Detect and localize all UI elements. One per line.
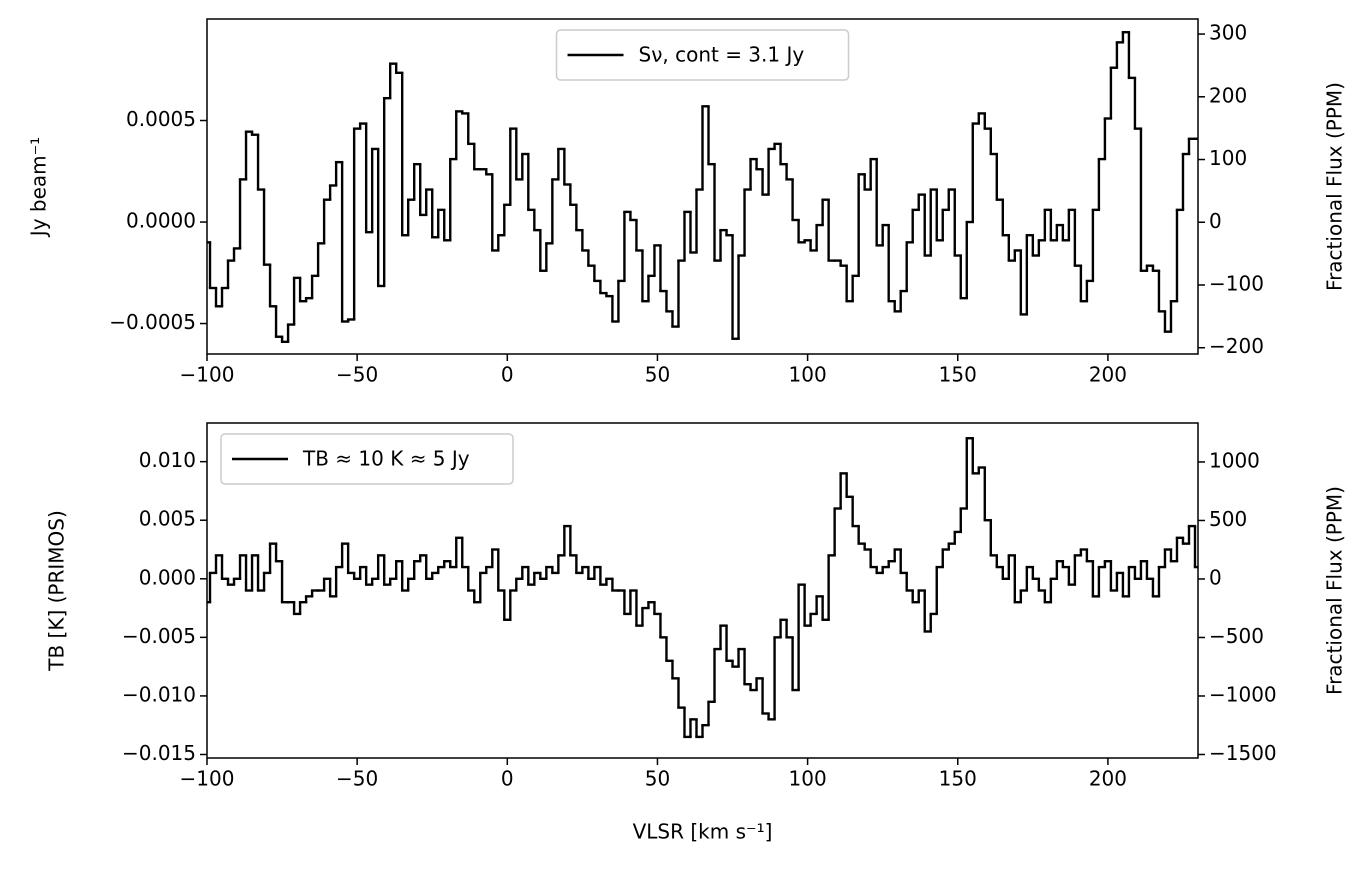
x-tick-label: −50 — [336, 767, 378, 791]
x-tick-label: 150 — [939, 767, 977, 791]
y2-tick-label: 100 — [1209, 146, 1247, 170]
axes-frame — [206, 18, 1199, 355]
y-tick-label: 0.005 — [139, 507, 196, 531]
y-tick-label: −0.0005 — [109, 310, 196, 334]
plot-area — [207, 437, 1198, 739]
x-tick-label: −100 — [180, 363, 235, 387]
x-tick-label: 0 — [501, 363, 514, 387]
x-tick-label: 50 — [645, 363, 670, 387]
y-axis-label: TB [K] (PRIMOS) — [45, 510, 69, 672]
x-tick-label: −50 — [336, 363, 378, 387]
y-tick-label: −0.005 — [122, 624, 196, 648]
y2-tick-label: −200 — [1209, 334, 1264, 358]
x-axis-label: VLSR [km s⁻¹] — [633, 820, 773, 844]
y-tick-label: 0.0000 — [126, 209, 196, 233]
x-tick-label: 200 — [1089, 363, 1127, 387]
legend-box — [220, 433, 514, 485]
legend-label: Sν, cont = 3.1 Jy — [639, 43, 805, 67]
legend-label: TB ≈ 10 K ≈ 5 Jy — [302, 447, 470, 471]
x-tick-label: 0 — [501, 767, 514, 791]
y2-tick-label: 1000 — [1209, 448, 1260, 472]
x-tick-label: −100 — [180, 767, 235, 791]
x-tick-label: 200 — [1089, 767, 1127, 791]
y-tick-label: −0.010 — [122, 682, 196, 706]
y-tick-label: 0.0005 — [126, 107, 196, 131]
x-tick-label: 150 — [939, 363, 977, 387]
legend-box — [555, 29, 850, 81]
axes-frame — [206, 422, 1199, 759]
y2-tick-label: −500 — [1209, 624, 1264, 648]
x-tick-label: 100 — [789, 363, 827, 387]
y2-tick-label: −100 — [1209, 271, 1264, 295]
y2-tick-label: 0 — [1209, 565, 1222, 589]
y2-tick-label: 300 — [1209, 21, 1247, 45]
y2-tick-label: −1500 — [1209, 741, 1277, 765]
y2-tick-label: 500 — [1209, 507, 1247, 531]
y2-axis-label: Fractional Flux (PPM) — [1323, 82, 1347, 291]
y-tick-label: −0.015 — [122, 741, 196, 765]
y2-tick-label: −1000 — [1209, 682, 1277, 706]
y2-tick-label: 200 — [1209, 83, 1247, 107]
y2-tick-label: 0 — [1209, 209, 1222, 233]
y2-axis-label: Fractional Flux (PPM) — [1323, 486, 1347, 695]
y-tick-label: 0.000 — [139, 565, 196, 589]
y-axis-label: Jy beam⁻¹ — [27, 137, 51, 238]
y-tick-label: 0.010 — [139, 448, 196, 472]
x-tick-label: 100 — [789, 767, 827, 791]
x-tick-label: 50 — [645, 767, 670, 791]
plot-area — [207, 30, 1198, 344]
